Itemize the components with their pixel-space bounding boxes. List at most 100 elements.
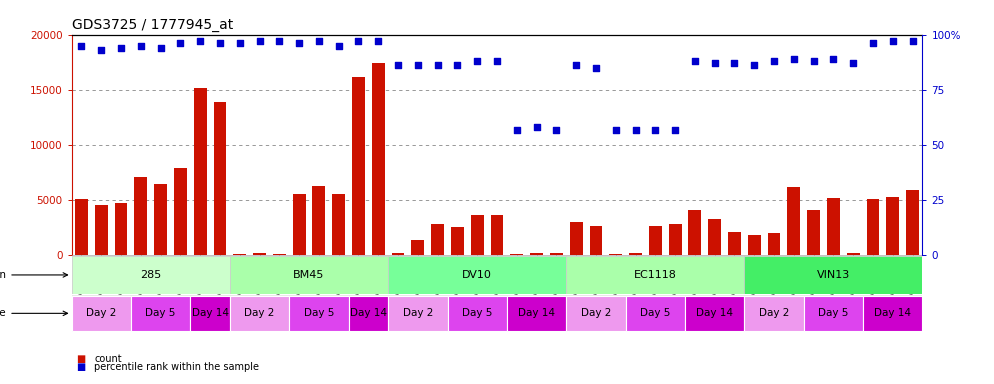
Bar xyxy=(570,222,582,255)
Text: Day 14: Day 14 xyxy=(518,308,555,318)
Bar xyxy=(392,253,405,255)
Bar xyxy=(253,253,266,255)
Text: 285: 285 xyxy=(140,270,161,280)
Point xyxy=(607,126,623,132)
Point xyxy=(746,63,762,69)
Point xyxy=(786,56,802,62)
Bar xyxy=(451,227,464,255)
Bar xyxy=(863,296,922,331)
Bar xyxy=(72,256,230,294)
Point xyxy=(667,126,683,132)
Bar xyxy=(447,296,507,331)
Bar xyxy=(389,256,567,294)
Bar xyxy=(491,215,503,255)
Bar xyxy=(767,233,780,255)
Point xyxy=(371,38,387,44)
Text: ■: ■ xyxy=(77,354,85,364)
Point xyxy=(212,40,228,46)
Text: Day 5: Day 5 xyxy=(818,308,849,318)
Text: Day 5: Day 5 xyxy=(640,308,671,318)
Point xyxy=(489,58,505,64)
Point xyxy=(569,63,584,69)
Bar xyxy=(747,235,760,255)
Point xyxy=(311,38,327,44)
Bar xyxy=(431,224,444,255)
Bar xyxy=(194,88,207,255)
Bar xyxy=(131,296,190,331)
Text: Day 14: Day 14 xyxy=(192,308,229,318)
Bar xyxy=(728,232,741,255)
Bar xyxy=(609,254,622,255)
Bar xyxy=(530,253,543,255)
Text: Day 2: Day 2 xyxy=(86,308,116,318)
Text: ■: ■ xyxy=(77,362,85,372)
Bar xyxy=(174,168,187,255)
Bar xyxy=(669,224,682,255)
Bar xyxy=(804,296,863,331)
Text: Day 2: Day 2 xyxy=(403,308,433,318)
Bar xyxy=(412,240,424,255)
Point xyxy=(113,45,129,51)
Bar xyxy=(685,296,745,331)
Text: Day 2: Day 2 xyxy=(758,308,789,318)
Point xyxy=(93,47,109,53)
Point xyxy=(153,45,169,51)
Point xyxy=(291,40,307,46)
Point xyxy=(549,126,565,132)
Bar xyxy=(372,63,385,255)
Text: GDS3725 / 1777945_at: GDS3725 / 1777945_at xyxy=(72,18,233,32)
Bar xyxy=(230,296,289,331)
Text: VIN13: VIN13 xyxy=(817,270,850,280)
Text: Day 5: Day 5 xyxy=(462,308,492,318)
Point xyxy=(410,63,425,69)
Bar xyxy=(349,296,389,331)
Bar xyxy=(625,296,685,331)
Point xyxy=(74,43,89,49)
Bar xyxy=(332,194,345,255)
Bar xyxy=(190,296,230,331)
Text: Day 14: Day 14 xyxy=(350,308,387,318)
Text: DV10: DV10 xyxy=(462,270,492,280)
Text: EC1118: EC1118 xyxy=(634,270,677,280)
Point xyxy=(172,40,188,46)
Bar xyxy=(352,76,365,255)
Bar xyxy=(867,199,880,255)
Point xyxy=(251,38,267,44)
Bar xyxy=(154,184,167,255)
Point xyxy=(727,60,743,66)
Text: count: count xyxy=(94,354,122,364)
Point xyxy=(905,38,920,44)
Point xyxy=(885,38,901,44)
Bar xyxy=(507,296,567,331)
Text: Day 14: Day 14 xyxy=(696,308,734,318)
Text: strain: strain xyxy=(0,270,68,280)
Text: percentile rank within the sample: percentile rank within the sample xyxy=(94,362,259,372)
Text: BM45: BM45 xyxy=(293,270,325,280)
Bar xyxy=(312,186,325,255)
Text: Day 2: Day 2 xyxy=(245,308,274,318)
Text: Day 5: Day 5 xyxy=(145,308,176,318)
Point xyxy=(588,65,604,71)
Bar xyxy=(273,254,285,255)
Point xyxy=(766,58,782,64)
Bar xyxy=(807,210,820,255)
Point xyxy=(707,60,723,66)
Bar xyxy=(589,225,602,255)
Bar xyxy=(94,205,107,255)
Point xyxy=(469,58,485,64)
Bar xyxy=(745,296,804,331)
Point xyxy=(449,63,465,69)
Bar xyxy=(114,204,127,255)
Bar xyxy=(827,198,840,255)
Point xyxy=(271,38,287,44)
Text: Day 14: Day 14 xyxy=(875,308,911,318)
Bar xyxy=(471,215,484,255)
Point xyxy=(627,126,643,132)
Bar xyxy=(550,253,563,255)
Bar xyxy=(689,210,702,255)
Point xyxy=(509,126,525,132)
Point xyxy=(331,43,347,49)
Point xyxy=(390,63,406,69)
Bar xyxy=(787,187,800,255)
Point xyxy=(232,40,248,46)
